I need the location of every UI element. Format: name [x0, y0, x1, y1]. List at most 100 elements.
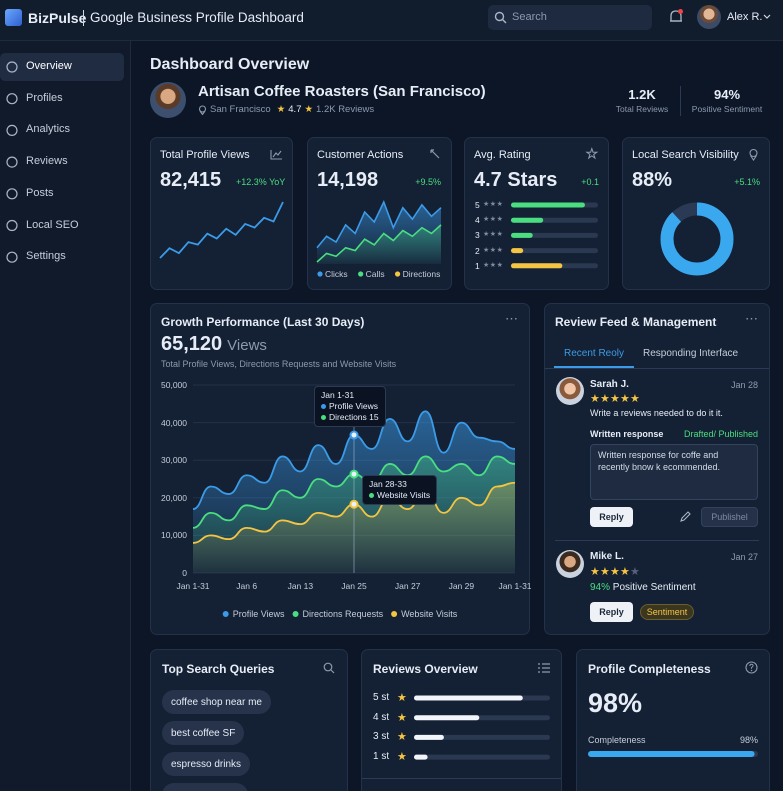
review-date: Jan 28 — [730, 380, 758, 390]
app-title: Google Business Profile Dashboard — [90, 10, 304, 25]
nav-item[interactable]: Overview — [26, 60, 72, 72]
business-location: San Francisco — [210, 104, 271, 115]
legend-label: Directions — [402, 269, 441, 279]
user-avatar[interactable] — [697, 5, 721, 29]
legend-label: Calls — [365, 269, 385, 279]
overview-star — [397, 750, 407, 763]
nav-item[interactable]: Reviews — [26, 155, 68, 168]
tooltip: Jan 28-33 Website Visits — [362, 475, 438, 505]
tooltip-line: Profile Views — [321, 401, 379, 412]
query-chip[interactable]: espresso drinks — [162, 752, 251, 776]
search-icon — [494, 11, 507, 24]
overview-title: Reviews Overview — [373, 662, 478, 676]
bell-icon[interactable] — [668, 8, 684, 26]
stat-value: 94% — [713, 87, 741, 102]
nav-item[interactable]: Settings — [26, 250, 66, 263]
reviewer-avatar — [556, 377, 584, 405]
nav-item[interactable]: Profiles — [26, 91, 63, 104]
separator — [83, 10, 84, 26]
edit-icon[interactable] — [679, 511, 691, 523]
query-chip[interactable]: coffee shop near me — [162, 690, 271, 714]
rating-stars — [483, 230, 503, 238]
tool-icon — [430, 149, 440, 159]
response-label: Written response — [590, 429, 664, 439]
overview-label: 5 st — [373, 692, 390, 703]
kpi-change: +5.1% — [734, 177, 760, 187]
star-icon — [304, 104, 313, 115]
logo — [5, 9, 22, 26]
stat-label: Total Reviews — [615, 104, 669, 114]
kpi-change: +9.5% — [415, 177, 441, 187]
y-tick-label: 20,000 — [161, 492, 187, 503]
sentiment-button[interactable]: Sentiment — [640, 604, 694, 620]
business-avatar — [150, 82, 186, 118]
tooltip-line: Website Visits — [369, 490, 430, 501]
divider — [362, 778, 561, 779]
overview-star — [397, 691, 407, 704]
business-rating: 4.7 — [288, 104, 302, 115]
y-tick-label: 30,000 — [161, 455, 187, 466]
help-icon[interactable] — [745, 661, 758, 674]
overview-label: 1 st — [373, 751, 390, 763]
rating-label: 5 — [475, 200, 480, 210]
kpi-title: Avg. Rating — [474, 149, 531, 161]
user-name[interactable]: Alex R. — [727, 11, 763, 23]
kpi-change: +0.1 — [581, 177, 599, 187]
response-text: Written response for coffe and recently … — [598, 450, 721, 472]
completeness-title: Profile Completeness — [588, 662, 711, 676]
completeness-percent: 98% — [739, 735, 758, 745]
completeness-card — [576, 649, 770, 791]
rating-stars — [483, 200, 503, 208]
sentiment-label: Positive Sentiment — [612, 582, 696, 593]
star-icon — [586, 146, 598, 162]
tooltip: Jan 1-31 Profile Views Directions 15 — [314, 386, 386, 427]
reviewer-avatar — [556, 550, 584, 578]
response-box[interactable] — [590, 444, 758, 500]
response-status: Drafted/ Published — [683, 429, 758, 439]
more-icon[interactable]: ⋯ — [745, 311, 758, 326]
review-star — [620, 565, 630, 578]
nav-item[interactable]: Analytics — [26, 123, 71, 136]
chevron — [763, 14, 771, 19]
query-chip[interactable] — [162, 783, 248, 791]
completeness-label: Completeness — [588, 735, 646, 745]
tooltip-text: Directions 15 — [329, 412, 379, 422]
overview-star — [397, 711, 407, 724]
publish-button[interactable]: Publishel — [701, 507, 758, 527]
kpi-value: 82,415 — [160, 169, 222, 191]
tab-underline — [554, 366, 634, 368]
review-title: Review Feed & Management — [555, 315, 717, 329]
rating-stars — [483, 215, 503, 223]
legend-label: Website Visits — [401, 609, 458, 619]
chart-title: Growth Performance (Last 30 Days) — [161, 315, 365, 329]
legend-label: Profile Views — [232, 609, 285, 619]
tab[interactable]: Responding Interface — [643, 348, 739, 359]
overview-label: 3 st — [373, 731, 390, 743]
x-tick-label: Jan 27 — [394, 581, 421, 591]
divider — [555, 540, 759, 541]
business-reviews: 1.2K Reviews — [316, 104, 375, 115]
rating-label: 4 — [475, 215, 480, 226]
list-icon[interactable] — [538, 663, 550, 673]
kpi-change: +12.3% YoY — [236, 177, 286, 187]
search-icon[interactable] — [323, 662, 335, 674]
tooltip-line: Directions 15 — [321, 412, 379, 423]
business-name: Artisan Coffee Roasters (San Francisco) — [198, 83, 486, 100]
x-tick-label: Jan 13 — [287, 581, 314, 591]
nav-item[interactable]: Posts — [26, 186, 54, 199]
review-star — [600, 392, 610, 405]
stat-label: Positive Sentiment — [691, 104, 763, 114]
review-text: Write a reviews needed to do it it. — [590, 408, 723, 418]
tooltip-text: Website Visits — [377, 490, 431, 500]
reply-button[interactable]: Reply — [590, 507, 633, 527]
more-icon[interactable]: ⋯ — [505, 311, 519, 326]
tab[interactable]: Recent Reoly — [564, 348, 625, 359]
tooltip-title: Jan 1-31 — [321, 390, 355, 400]
search-box[interactable] — [488, 5, 652, 30]
review-star — [590, 392, 600, 405]
kpi-value: 4.7 Stars — [474, 169, 558, 191]
query-chip[interactable]: best coffee SF — [162, 721, 245, 745]
reply-button[interactable]: Reply — [590, 602, 633, 622]
nav-item[interactable]: Local SEO — [26, 218, 79, 231]
